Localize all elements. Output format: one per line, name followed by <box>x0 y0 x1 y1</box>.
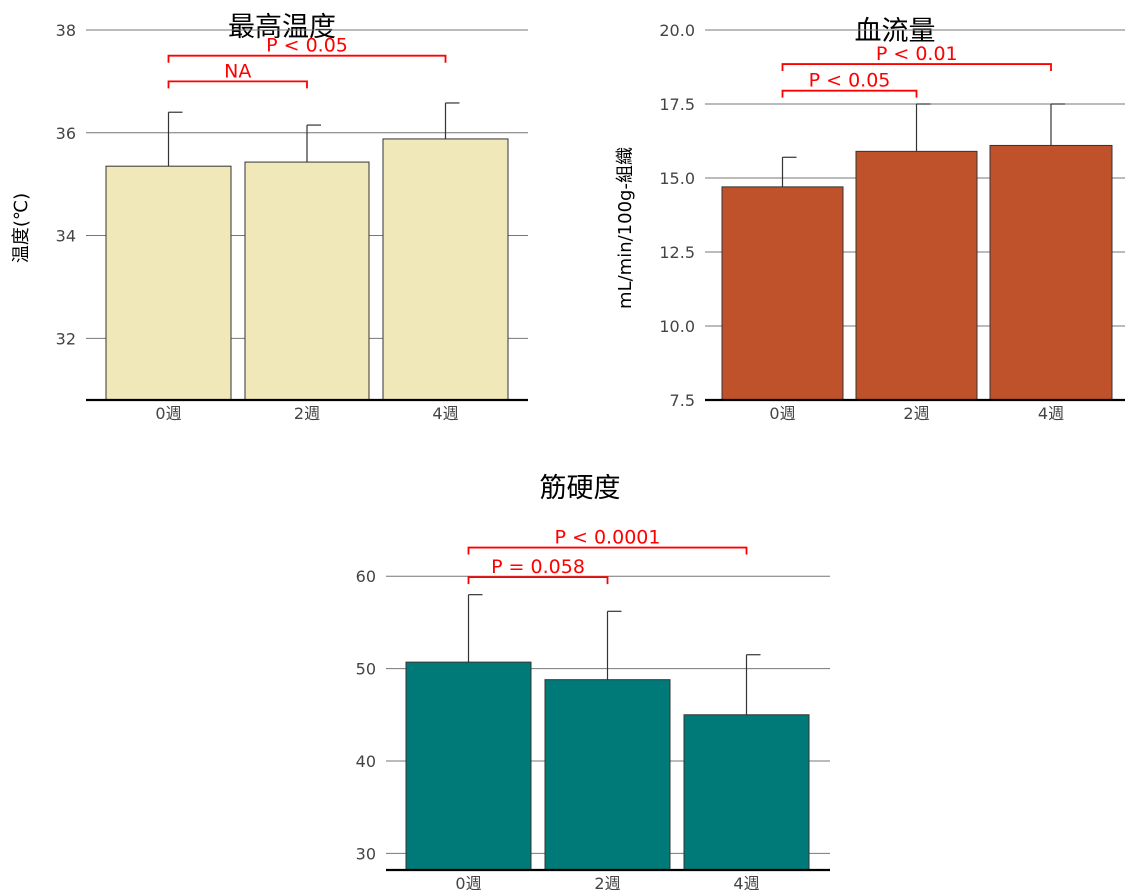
y-tick-label: 20.0 <box>659 21 695 40</box>
x-tick-label: 2週 <box>594 874 620 890</box>
significance-bracket <box>167 54 447 63</box>
chart-title: 血流量 <box>855 16 936 47</box>
y-tick-label: 38 <box>56 21 76 40</box>
significance-bracket <box>781 89 918 98</box>
panel-max-temperature: 最高温度 温度(℃) 32 34 36 38 0週 2週 4週 NA P < 0.05 <box>11 12 528 423</box>
y-tick-label: 40 <box>356 752 376 771</box>
chart-title: 最高温度 <box>228 12 336 43</box>
bar <box>244 161 370 401</box>
y-tick-label: 32 <box>56 329 76 348</box>
y-tick-label: 7.5 <box>670 391 695 410</box>
x-tick-label: 4週 <box>432 404 458 423</box>
plot-area: 32 34 36 38 0週 2週 4週 NA P < 0.05 <box>56 21 528 423</box>
panel-muscle-hardness: 筋硬度 30 40 50 60 0週 2週 4週 P = 0.058 P < 0.0001 <box>356 473 830 890</box>
plot-area: 30 40 50 60 0週 2週 4週 P = 0.058 P < 0.0001 <box>356 527 830 890</box>
y-tick-label: 17.5 <box>659 95 695 114</box>
x-tick-label: 2週 <box>294 404 320 423</box>
significance-label: P < 0.01 <box>876 43 958 65</box>
plot-area: 7.5 10.0 12.5 15.0 17.5 20.0 0週 2週 4週 P < 0.05 P <… <box>659 21 1125 423</box>
x-tick-label: 2週 <box>903 404 929 423</box>
bar <box>989 144 1113 401</box>
y-tick-label: 50 <box>356 660 376 679</box>
bar <box>544 679 671 871</box>
chart-title: 筋硬度 <box>540 473 621 504</box>
bar <box>405 661 532 871</box>
significance-label: P = 0.058 <box>491 556 585 578</box>
y-axis-label: mL/min/100g-組織 <box>615 147 636 309</box>
x-tick-label: 0週 <box>769 404 795 423</box>
x-tick-label: 0週 <box>155 404 181 423</box>
bar <box>683 714 810 871</box>
y-tick-label: 34 <box>56 227 76 246</box>
significance-bracket <box>467 546 748 555</box>
bar <box>721 186 844 401</box>
y-tick-label: 12.5 <box>659 243 695 262</box>
significance-label: P < 0.05 <box>809 70 891 92</box>
significance-bracket <box>781 63 1052 72</box>
panel-blood-flow: 血流量 mL/min/100g-組織 7.5 10.0 12.5 15.0 17.5 20… <box>615 16 1125 423</box>
bar <box>855 150 978 401</box>
significance-bracket <box>167 80 308 89</box>
bar <box>382 138 509 401</box>
significance-label: P < 0.05 <box>266 35 348 57</box>
x-tick-label: 0週 <box>455 874 481 890</box>
y-axis-label: 温度(℃) <box>11 193 32 263</box>
y-tick-label: 60 <box>356 567 376 586</box>
bar <box>105 165 232 401</box>
significance-bracket <box>467 576 609 585</box>
y-tick-label: 15.0 <box>659 169 695 188</box>
significance-label: P < 0.0001 <box>555 527 661 549</box>
significance-label: NA <box>224 60 251 82</box>
x-tick-label: 4週 <box>733 874 759 890</box>
y-tick-label: 36 <box>56 124 76 143</box>
x-tick-label: 4週 <box>1038 404 1064 423</box>
y-tick-label: 30 <box>356 844 376 863</box>
y-tick-label: 10.0 <box>659 317 695 336</box>
